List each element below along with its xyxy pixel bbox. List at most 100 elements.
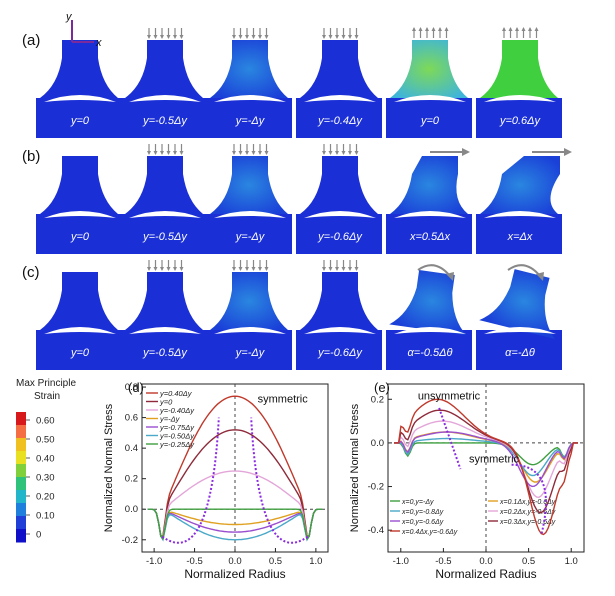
series-line [147,508,323,541]
colorbar-tick-label: 0.60 [36,416,55,427]
caption: y=0 [420,115,440,127]
neck-shape [125,40,203,98]
load-arrow-head [335,267,339,271]
fem-cell-a-0: y=0 [36,40,122,138]
colorbar-segment [16,516,26,530]
load-arrow-head [328,35,333,39]
colorbar-tick-label: 0.40 [36,454,55,465]
annotation-bottom: symmetric [469,454,520,466]
load-arrow-head [425,27,429,31]
load-arrow-head [264,151,269,155]
load-arrow-head [251,151,256,155]
load-arrow-head [322,35,326,39]
base-block [121,330,207,370]
colorbar-segment [16,425,26,439]
neck-shape [210,156,288,214]
load-arrow-head [173,267,177,271]
base-block [296,214,382,254]
colorbar-segment [16,503,26,517]
legend-label: x=0,y=-Δy [401,499,434,506]
caption: y=-0.5Δy [142,347,188,359]
neck-shape [480,40,558,98]
fem-cell-c-4: α=-0.5Δθ [386,264,472,370]
contact-gap [129,211,201,218]
fem-cell-c-2: y=-Δy [206,260,292,370]
load-arrow-head [147,35,151,39]
caption: y=-0.6Δy [317,231,363,243]
contact-gap [44,327,116,334]
load-arrow-head [258,35,262,39]
neck-shape [210,40,288,98]
series-line [394,398,578,536]
load-arrow-head [238,151,243,155]
base-block [206,98,292,138]
neck-shape [40,40,118,98]
base-block [36,214,122,254]
panel-label: (d) [128,380,144,395]
dotted-arrow [161,417,220,544]
load-arrow-head [173,151,177,155]
y-tick-label: 0.4 [125,443,138,454]
series-line [147,508,323,541]
x-tick-label: 1.0 [565,556,578,567]
load-arrow-head [322,267,326,271]
base-block [206,214,292,254]
load-arrow-head [258,151,262,155]
neck-shape [210,272,288,330]
load-arrow-head [232,267,236,271]
load-arrow-head [179,151,184,155]
legend-label: y=0.40Δy [159,389,193,398]
panel-label-b: (b) [22,148,41,165]
load-arrow-head [322,151,326,155]
base-block [386,98,472,138]
y-tick-label: 0.8 [125,382,138,393]
load-arrow-head [258,267,262,271]
dotted-arrow [438,407,462,470]
base-block [386,330,472,370]
load-arrow-head [328,267,333,271]
load-arrow-head [438,27,442,31]
neck-shape [390,156,468,214]
fem-cell-b-3: y=-0.6Δy [296,144,382,254]
series-line [147,429,323,538]
load-arrow-head [153,35,158,39]
legend-label: x=0.1Δx,y=-0.6Δy [499,499,556,506]
series-line [394,431,578,488]
load-arrow-head [335,151,339,155]
base-block [36,330,122,370]
load-arrow-head [232,35,236,39]
load-arrow-head [153,267,158,271]
neck-shape [390,40,468,98]
load-arrow-head [354,35,359,39]
x-tick-label: -0.5 [435,556,451,567]
series-line [147,508,323,542]
fem-cell-c-0: y=0 [36,272,122,370]
base-block [476,214,562,254]
caption: y=-Δy [235,115,266,127]
colorbar: Max Principle Strain 0.60 0.50 0.40 0.30 0.2… [16,378,76,543]
caption: y=0 [70,231,90,243]
dotted-arrow [511,463,547,535]
neck-shape [389,269,467,336]
contact-gap [44,211,116,218]
neck-shape [300,272,378,330]
series-line [394,420,578,499]
legend-label: y=-0.50Δy [159,432,195,441]
load-arrow-head [508,27,513,31]
caption: y=-0.4Δy [317,115,363,127]
x-tick-label: 0.0 [479,556,492,567]
legend-label: y=-Δy [159,415,181,424]
base-block [386,214,472,254]
x-tick-label: 0.0 [228,556,241,567]
load-arrow-head [166,151,171,155]
y-tick-label: 0.6 [125,413,138,424]
load-arrow-head [160,35,164,39]
load-arrow-head [173,35,177,39]
y-tick-label: 0.2 [125,474,138,485]
legend-label: y=-0.25Δy [159,440,195,449]
dotted-arrow [250,417,309,544]
x-tick-label: -1.0 [393,556,409,567]
rotation-arrow-head [536,272,544,281]
load-arrow-head [335,35,339,39]
